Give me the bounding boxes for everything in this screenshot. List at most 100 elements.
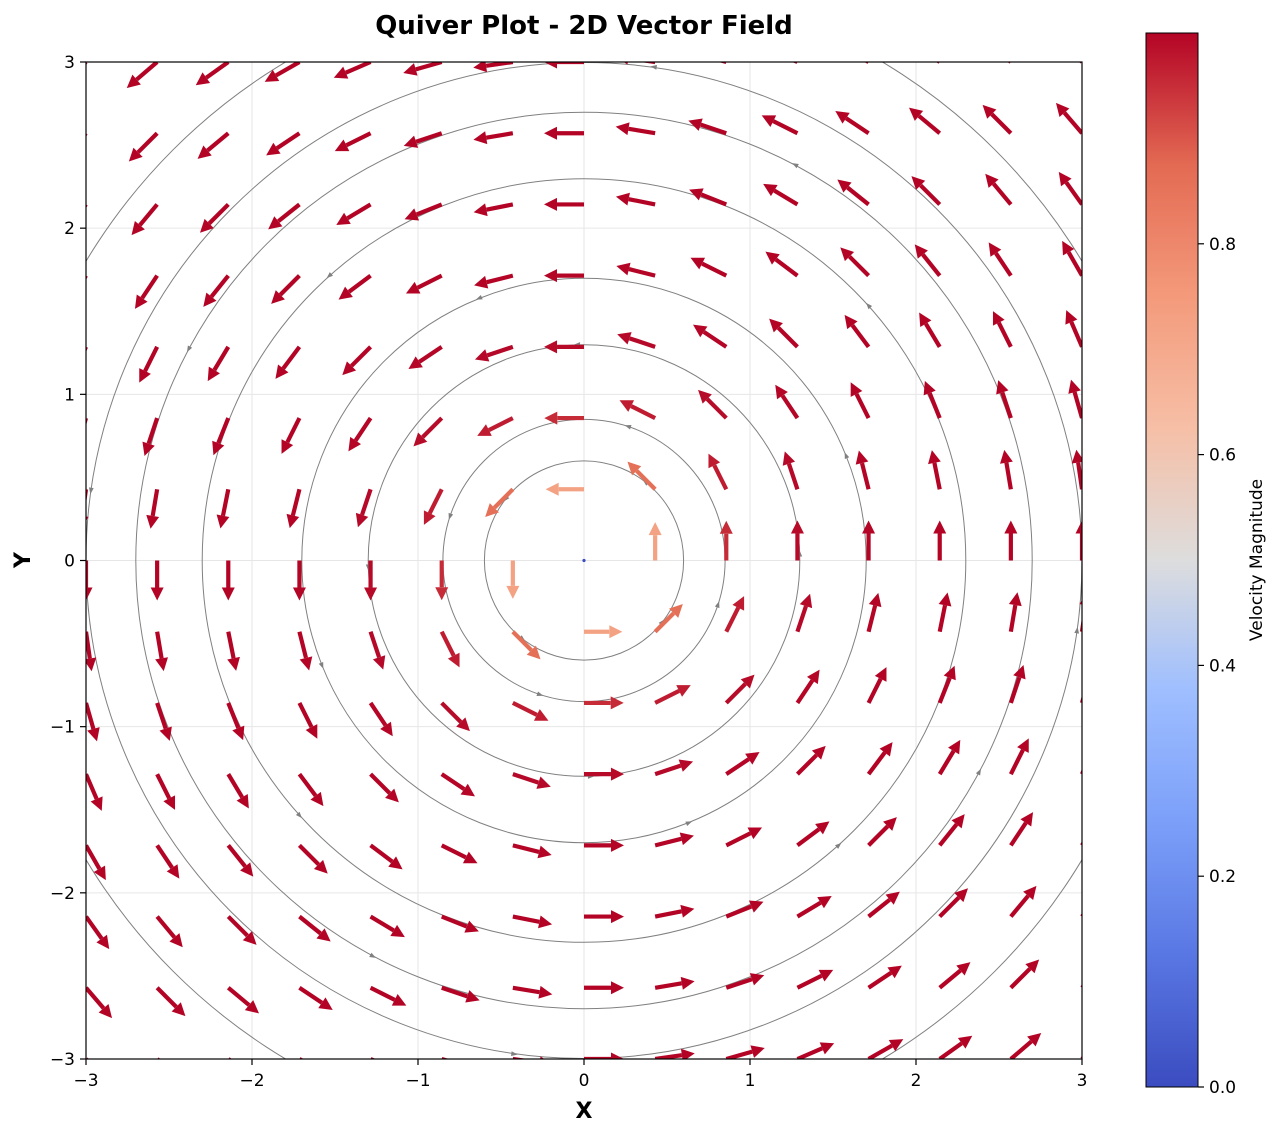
vector-arrow	[440, 914, 479, 933]
vector-arrow	[914, 244, 942, 277]
vector-arrow	[688, 118, 727, 136]
vector-arrow	[155, 631, 168, 672]
vector-arrow	[511, 701, 549, 721]
x-tick-label: 2	[911, 1071, 922, 1091]
vector-arrow	[1008, 738, 1029, 776]
vector-arrow	[911, 176, 942, 206]
streamline-marker	[326, 272, 334, 279]
vector-arrow	[86, 133, 88, 137]
vector-arrow	[157, 1057, 161, 1059]
vector-arrow	[473, 131, 514, 145]
vector-arrow	[1055, 102, 1082, 135]
colorbar-tick-label: 0.0	[1209, 1078, 1236, 1098]
vector-arrow	[844, 314, 871, 349]
vector-arrow	[992, 311, 1013, 348]
vector-arrow	[336, 202, 372, 226]
y-tick-label: −2	[50, 884, 75, 904]
vector-arrow	[142, 417, 160, 457]
vector-arrow	[155, 844, 180, 879]
vector-arrow	[867, 1039, 904, 1059]
vector-arrow	[297, 843, 328, 874]
vector-arrow	[1079, 695, 1082, 703]
vector-arrow	[654, 904, 695, 919]
vector-arrow	[864, 62, 869, 64]
vector-arrow	[654, 832, 694, 848]
vector-arrow	[1079, 62, 1082, 64]
vector-arrow	[86, 773, 103, 811]
vector-arrow	[623, 62, 656, 65]
colorbar-tick-label: 0.8	[1209, 235, 1236, 255]
vector-arrow	[403, 131, 443, 148]
vector-arrow	[985, 173, 1013, 206]
vector-arrow	[938, 962, 971, 990]
vector-arrow	[544, 411, 584, 425]
vector-arrow	[654, 759, 694, 777]
vector-arrow	[615, 192, 656, 207]
streamline-marker	[714, 601, 720, 609]
streamline-marker	[685, 821, 693, 827]
origin-point	[582, 558, 586, 563]
vector-arrow	[369, 985, 407, 1006]
vector-arrow	[477, 416, 514, 436]
vector-arrow	[155, 702, 172, 741]
vector-arrow	[796, 895, 832, 919]
vector-arrow	[86, 844, 106, 881]
vector-arrow	[1009, 959, 1040, 990]
vector-arrow	[584, 696, 624, 710]
vector-arrow	[1008, 664, 1026, 704]
vector-arrow	[226, 986, 260, 1014]
vector-arrow	[139, 345, 160, 383]
x-tick-label: −2	[239, 1071, 264, 1091]
vector-arrow	[724, 674, 755, 705]
vector-arrow	[435, 560, 449, 601]
vector-arrow	[996, 380, 1013, 419]
x-tick-label: −3	[73, 1071, 98, 1091]
vector-arrow	[150, 560, 164, 601]
vector-arrow	[440, 772, 475, 797]
colorbar	[1145, 32, 1199, 1088]
vector-arrow	[485, 487, 515, 517]
streamline-marker	[369, 952, 376, 958]
vector-arrow	[512, 772, 551, 789]
vector-arrow	[544, 62, 584, 69]
streamline-marker	[792, 163, 799, 169]
vector-arrow	[440, 701, 470, 732]
vector-arrow	[938, 888, 968, 919]
vector-arrow	[690, 257, 728, 278]
vector-arrow	[369, 914, 405, 938]
vector-arrow	[226, 844, 254, 877]
vector-arrow	[866, 667, 887, 704]
vector-arrow	[1008, 592, 1022, 633]
vector-arrow	[1080, 912, 1082, 917]
vector-arrow	[615, 122, 656, 136]
vector-arrow	[544, 340, 584, 354]
vector-arrow	[226, 773, 249, 809]
vector-arrow	[297, 631, 313, 671]
vector-arrow	[1079, 600, 1082, 632]
vector-arrow	[1004, 520, 1018, 561]
vector-arrow	[441, 1056, 450, 1059]
y-tick-label: 3	[64, 53, 75, 73]
vector-arrow	[790, 520, 804, 561]
vector-arrow	[86, 418, 89, 426]
vector-arrow	[584, 981, 624, 995]
vector-arrow	[268, 202, 301, 230]
vector-arrow	[368, 701, 393, 737]
vector-arrow	[544, 197, 584, 211]
streamline-marker	[624, 424, 632, 430]
vector-arrow	[368, 631, 386, 670]
vector-arrow	[473, 62, 514, 73]
colorbar-tick-label: 0.4	[1209, 656, 1236, 676]
vector-arrow	[725, 827, 763, 848]
vector-arrow	[86, 560, 93, 601]
vector-arrow	[938, 814, 965, 847]
vector-arrow	[1080, 1056, 1082, 1059]
vector-arrow	[616, 262, 656, 278]
vector-arrow	[795, 593, 813, 633]
vector-arrow	[1080, 841, 1082, 846]
vector-arrow	[796, 1042, 835, 1059]
vector-arrow	[648, 522, 662, 561]
vector-arrow	[1009, 885, 1037, 918]
vector-arrow	[297, 701, 318, 739]
y-tick-label: 2	[64, 219, 75, 239]
